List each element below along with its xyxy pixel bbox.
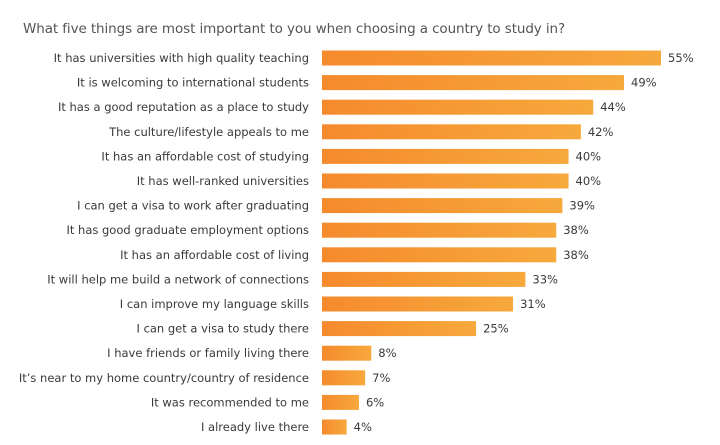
category-label: I have friends or family living there (107, 346, 309, 360)
bar-row: It has universities with high quality te… (54, 50, 694, 66)
category-label: It has universities with high quality te… (54, 51, 309, 65)
category-label: The culture/lifestyle appeals to me (108, 125, 309, 139)
value-label: 42% (588, 125, 614, 139)
bar (322, 321, 477, 337)
bar-row: It has good graduate employment options 3… (66, 222, 589, 238)
value-label: 25% (483, 322, 509, 336)
bar (322, 50, 661, 66)
bar (322, 247, 557, 263)
bar (322, 271, 526, 287)
bar-row: The culture/lifestyle appeals to me 42% (108, 124, 614, 140)
value-label: 8% (378, 346, 396, 360)
bar (322, 296, 514, 312)
category-label: It has well-ranked universities (137, 174, 309, 188)
category-label: It will help me build a network of conne… (47, 272, 309, 286)
bar-row: It will help me build a network of conne… (47, 271, 558, 287)
value-label: 38% (563, 223, 589, 237)
bar-row: I can get a visa to study there 25% (137, 321, 509, 337)
bar-row: I can improve my language skills 31% (120, 296, 546, 312)
bar (322, 75, 625, 91)
bar-row: It has an affordable cost of living 38% (120, 247, 589, 263)
bar-row: I have friends or family living there 8% (107, 345, 397, 361)
bar-row: It has well-ranked universities 40% (137, 173, 602, 189)
bar-row: I already live there 4% (201, 419, 372, 435)
chart-title: What five things are most important to y… (23, 21, 566, 37)
value-label: 49% (631, 76, 657, 90)
value-label: 38% (563, 248, 589, 262)
bar (322, 173, 569, 189)
category-label: It has a good reputation as a place to s… (58, 100, 309, 114)
category-label: I can get a visa to work after graduatin… (77, 199, 309, 213)
bar (322, 222, 557, 238)
value-label: 39% (569, 199, 595, 213)
category-label: It is welcoming to international student… (77, 76, 309, 90)
bar-row: I can get a visa to work after graduatin… (77, 198, 595, 214)
bar (322, 394, 359, 410)
category-label: I already live there (201, 420, 309, 434)
category-label: It has good graduate employment options (66, 223, 309, 237)
category-label: It was recommended to me (151, 395, 309, 409)
value-label: 44% (600, 100, 626, 114)
category-label: It has an affordable cost of studying (101, 149, 309, 163)
bar (322, 148, 569, 164)
value-label: 7% (372, 371, 390, 385)
category-label: It’s near to my home country/country of … (19, 371, 309, 385)
bar (322, 198, 563, 214)
bar (322, 370, 366, 386)
category-label: I can improve my language skills (120, 297, 309, 311)
value-label: 33% (532, 272, 558, 286)
bar-row: It’s near to my home country/country of … (19, 370, 390, 386)
value-label: 6% (366, 395, 384, 409)
bar-row: It is welcoming to international student… (77, 75, 657, 91)
bars-layer: It has universities with high quality te… (19, 50, 694, 435)
bar (322, 99, 594, 115)
bar-row: It has an affordable cost of studying 40% (101, 148, 602, 164)
value-label: 55% (668, 51, 694, 65)
category-label: It has an affordable cost of living (120, 248, 309, 262)
bar (322, 345, 372, 361)
category-label: I can get a visa to study there (137, 322, 309, 336)
value-label: 4% (354, 420, 372, 434)
value-label: 31% (520, 297, 546, 311)
bar-row: It was recommended to me 6% (151, 394, 384, 410)
bar (322, 124, 581, 140)
bar (322, 419, 347, 435)
value-label: 40% (576, 174, 602, 188)
value-label: 40% (576, 149, 602, 163)
bar-row: It has a good reputation as a place to s… (58, 99, 626, 115)
